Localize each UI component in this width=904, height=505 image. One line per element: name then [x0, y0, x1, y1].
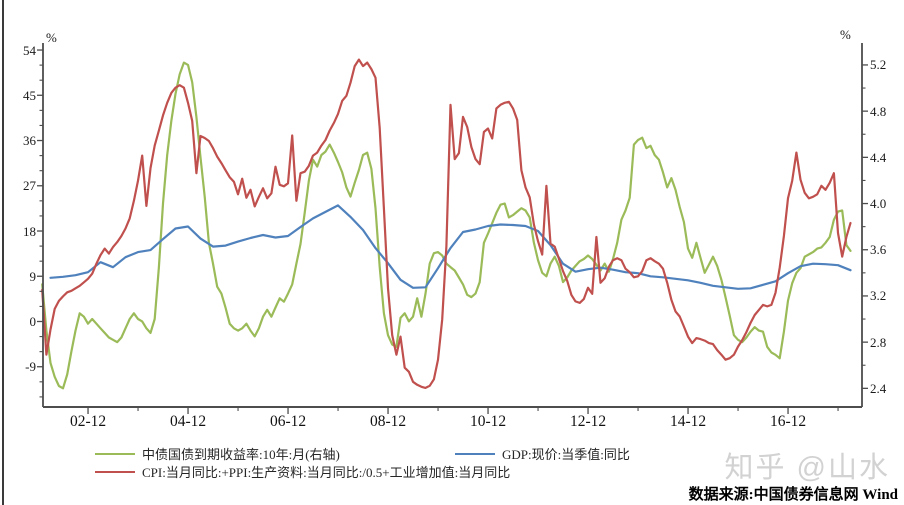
- right-axis-tick-label: 3.2: [870, 288, 887, 304]
- legend-label-bond-yield: 中债国债到期收益率:10年:月(右轴): [142, 447, 340, 462]
- right-axis-tick-label: 2.8: [870, 334, 887, 350]
- left-axis-tick-label: 36: [23, 133, 36, 149]
- left-axis-tick-label: 18: [23, 223, 36, 239]
- left-axis-tick-label: 54: [23, 42, 36, 58]
- x-axis-tick-label: 10-12: [469, 413, 507, 430]
- x-axis-tick-label: 08-12: [369, 413, 407, 430]
- data-source-note: 数据来源:中国债券信息网 Wind: [688, 487, 898, 503]
- x-axis-tick-label: 14-12: [669, 413, 707, 430]
- right-axis-tick-label: 4.8: [870, 103, 887, 119]
- left-axis-tick-label: -9: [25, 359, 36, 375]
- x-axis-tick-label: 16-12: [769, 413, 807, 430]
- right-axis-tick-label: 4.4: [870, 149, 887, 165]
- gdp-series-line: [49, 204, 852, 290]
- bond-yield-line-swatch: [95, 453, 135, 456]
- right-axis-tick-label: 5.2: [870, 57, 887, 73]
- cpi-composite-line-swatch: [95, 471, 135, 474]
- x-axis-tick-label: 06-12: [269, 413, 307, 430]
- cpi-composite-series-line: [41, 58, 852, 389]
- x-axis-tick-label: 02-12: [69, 413, 107, 430]
- legend-item-gdp: GDP:现价:当季值:同比: [455, 447, 755, 463]
- left-axis-tick-label: 45: [23, 87, 36, 103]
- right-axis-unit-label: %: [840, 27, 851, 42]
- gdp-line-swatch: [455, 453, 495, 456]
- x-axis-tick-label: 04-12: [169, 413, 207, 430]
- page-left-border: [2, 0, 4, 505]
- legend-label-cpi-composite: CPI:当月同比:+PPI:生产资料:当月同比:/0.5+工业增加值:当月同比: [142, 465, 511, 480]
- left-axis-tick-label: 0: [29, 313, 37, 329]
- left-axis-tick-label: 27: [23, 178, 36, 194]
- legend-item-bond-yield: 中债国债到期收益率:10年:月(右轴): [95, 447, 515, 463]
- right-axis-tick-label: 3.6: [870, 242, 887, 258]
- right-axis-tick-label: 4.0: [870, 196, 887, 212]
- legend-label-gdp: GDP:现价:当季值:同比: [502, 447, 630, 462]
- x-axis-tick-label: 12-12: [569, 413, 607, 430]
- left-axis-tick-label: 9: [29, 268, 37, 284]
- zhihu-watermark: 知乎 @山水: [724, 452, 890, 484]
- right-axis-tick-label: 2.4: [870, 380, 887, 396]
- legend-item-cpi-composite: CPI:当月同比:+PPI:生产资料:当月同比:/0.5+工业增加值:当月同比: [95, 465, 615, 481]
- left-axis-unit-label: %: [46, 30, 57, 45]
